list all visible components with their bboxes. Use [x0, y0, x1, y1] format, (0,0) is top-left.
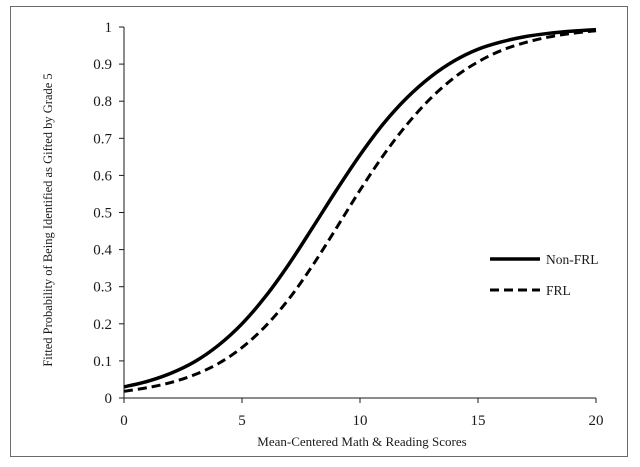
y-tick-label: 1 [105, 20, 113, 36]
legend: Non-FRL FRL [490, 252, 599, 298]
x-axis-label: Mean-Centered Math & Reading Scores [257, 434, 466, 449]
y-tick-label: 0.8 [93, 94, 112, 110]
series-line-non-frl [123, 27, 597, 389]
y-tick-label: 0 [105, 391, 113, 407]
legend-label-frl: FRL [546, 283, 571, 298]
x-tick-label: 0 [120, 413, 128, 429]
x-tick-label: 20 [589, 413, 604, 429]
y-tick-label: 0.1 [93, 354, 112, 370]
ticks-layer: 00.10.20.30.40.50.60.70.80.910 5 10 15 20 [93, 20, 603, 429]
y-tick-label: 0.5 [93, 206, 112, 222]
y-tick-label: 0.7 [93, 131, 112, 147]
y-tick-label: 0.9 [93, 57, 112, 73]
y-tick-label: 0.2 [93, 317, 112, 333]
x-tick-label: 5 [238, 413, 246, 429]
y-tick-label: 0.4 [93, 243, 112, 259]
y-tick-label: 0.6 [93, 168, 112, 184]
y-tick-label: 0.3 [93, 280, 112, 296]
y-axis-label: Fitted Probability of Being Identified a… [41, 73, 55, 366]
chart-frame [10, 6, 628, 457]
series-layer [123, 27, 597, 393]
legend-label-non-frl: Non-FRL [546, 252, 599, 267]
x-tick-label: 15 [471, 413, 486, 429]
series-line-frl [123, 29, 597, 393]
x-tick-label: 10 [353, 413, 368, 429]
